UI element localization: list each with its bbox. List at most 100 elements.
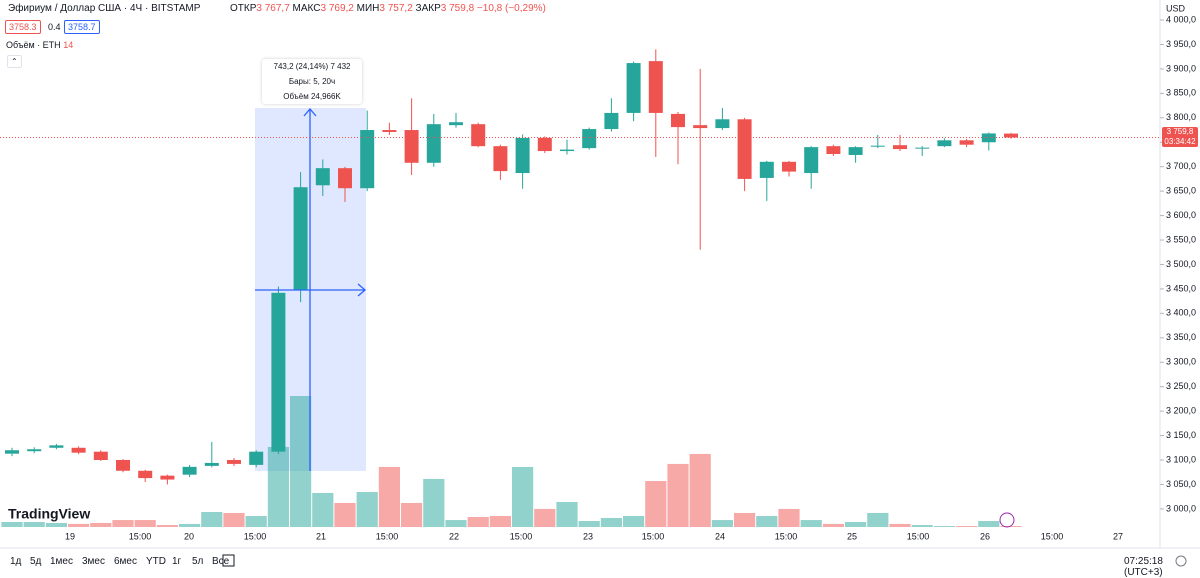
label: ЗАКР bbox=[415, 3, 441, 14]
candle-body bbox=[804, 147, 819, 174]
range-button[interactable]: 6мес bbox=[114, 556, 137, 567]
candle-body bbox=[338, 168, 352, 189]
candle-body bbox=[848, 147, 863, 155]
x-tick-label: 20 bbox=[184, 531, 194, 541]
arrow-head bbox=[303, 108, 317, 117]
candle-body bbox=[626, 63, 641, 113]
x-tick-label: 27 bbox=[1113, 531, 1123, 541]
y-tick-label: 3 900,0 bbox=[1166, 63, 1196, 73]
symbol: Эфириум / Доллар США · 4Ч · BITSTAMP bbox=[8, 3, 200, 14]
x-tick-label: 22 bbox=[449, 531, 459, 541]
volume-legend: Объём · ETH 14 bbox=[6, 40, 73, 50]
volume-bar bbox=[112, 520, 134, 527]
last-price-box: 3 759,8 03:34:42 bbox=[1162, 127, 1198, 148]
candle-body bbox=[471, 124, 486, 147]
y-tick-label: 3 600,0 bbox=[1166, 210, 1196, 220]
candle-body bbox=[271, 292, 286, 452]
candle-body bbox=[893, 145, 907, 150]
title: Эфириум / Доллар США · 4Ч · BITSTAMP bbox=[8, 3, 201, 14]
y-tick-label: 3 400,0 bbox=[1166, 308, 1196, 318]
x-tick-label: 15:00 bbox=[510, 531, 533, 541]
range-button[interactable]: Все bbox=[212, 556, 230, 567]
volume-bar bbox=[267, 446, 289, 527]
volume-bar bbox=[867, 512, 889, 527]
range-button[interactable]: 1д bbox=[10, 556, 22, 567]
y-tick-label: 3 200,0 bbox=[1166, 405, 1196, 415]
range-button[interactable]: 5д bbox=[30, 556, 42, 567]
volume-bar bbox=[889, 523, 911, 527]
candle-body bbox=[693, 125, 708, 129]
volume-bar bbox=[512, 466, 534, 527]
label: МАКС bbox=[292, 3, 321, 14]
volume-bar bbox=[134, 520, 156, 527]
candle-body bbox=[493, 146, 508, 172]
candle-body bbox=[160, 475, 175, 480]
candle-body bbox=[870, 145, 885, 147]
range-button[interactable]: 3мес bbox=[82, 556, 105, 567]
volume-bar bbox=[689, 453, 711, 527]
label: МИН bbox=[356, 3, 380, 14]
candle-body bbox=[426, 124, 441, 163]
y-tick-label: 3 250,0 bbox=[1166, 381, 1196, 391]
y-tick-label: 3 150,0 bbox=[1166, 430, 1196, 440]
volume-bar bbox=[711, 520, 733, 527]
candle-body bbox=[182, 466, 197, 475]
x-tick-label: 23 bbox=[583, 531, 593, 541]
candle-body bbox=[515, 137, 530, 174]
candle-body bbox=[27, 449, 42, 452]
measure-tooltip: 743,2 (24,14%) 7 432 Бары: 5, 20ч Объём … bbox=[262, 59, 362, 104]
candle-body bbox=[937, 140, 952, 147]
bid[interactable]: 3758.3 bbox=[5, 20, 41, 34]
volume-bar bbox=[90, 522, 112, 527]
y-tick-label: 3 050,0 bbox=[1166, 479, 1196, 489]
event-icon bbox=[999, 512, 1015, 528]
settings-icon bbox=[1175, 555, 1187, 567]
x-tick-label: 24 bbox=[715, 531, 725, 541]
x-tick-label: 15:00 bbox=[775, 531, 798, 541]
volume-bar bbox=[822, 523, 844, 527]
arrow-head bbox=[357, 283, 366, 297]
volume-bar bbox=[556, 501, 578, 527]
y-tick-label: 3 100,0 bbox=[1166, 454, 1196, 464]
candle-body bbox=[715, 119, 730, 129]
volume-bar bbox=[467, 516, 489, 527]
y-tick-label: 3 650,0 bbox=[1166, 186, 1196, 196]
label: Объём · ETH bbox=[6, 40, 61, 50]
range-button[interactable]: YTD bbox=[146, 556, 166, 567]
y-tick-label: 3 550,0 bbox=[1166, 234, 1196, 244]
range-button[interactable]: 1г bbox=[172, 556, 182, 567]
tip-line: Объём 24,966K bbox=[283, 92, 341, 101]
range-button[interactable]: 5л bbox=[192, 556, 204, 567]
collapse-button[interactable]: ⌃ bbox=[7, 55, 22, 68]
logo-text: TradingView bbox=[8, 506, 90, 522]
ohlc: ОТКР3 767,7 МАКС3 769,2 МИН3 757,2 ЗАКР3… bbox=[230, 3, 546, 14]
candle-body bbox=[915, 147, 930, 149]
y-tick-label: 3 800,0 bbox=[1166, 112, 1196, 122]
candle-body bbox=[49, 445, 64, 448]
volume-bar bbox=[845, 521, 867, 527]
ask[interactable]: 3758.7 bbox=[64, 20, 100, 34]
value: 14 bbox=[63, 40, 74, 50]
value: 3 757,2 bbox=[379, 3, 413, 14]
volume-bar bbox=[23, 521, 45, 527]
candle-body bbox=[959, 140, 974, 145]
calendar-icon[interactable] bbox=[222, 554, 235, 567]
candle-body bbox=[981, 133, 996, 143]
volume-bar bbox=[201, 511, 223, 527]
x-tick-label: 21 bbox=[316, 531, 326, 541]
range-button[interactable]: 1мес bbox=[50, 556, 73, 567]
candles bbox=[5, 49, 1018, 485]
candle-body bbox=[759, 161, 774, 178]
value: 3 769,2 bbox=[320, 3, 354, 14]
candle-body bbox=[826, 146, 841, 154]
volume-bar bbox=[756, 516, 778, 527]
x-tick-label: 26 bbox=[980, 531, 990, 541]
candle-body bbox=[582, 129, 597, 149]
y-tick-label: 3 500,0 bbox=[1166, 259, 1196, 269]
y-tick-label: 3 450,0 bbox=[1166, 283, 1196, 293]
candle-body bbox=[204, 462, 219, 466]
candle-body bbox=[138, 470, 153, 479]
volume-bar bbox=[45, 522, 67, 527]
countdown: 03:34:42 bbox=[1164, 137, 1196, 147]
